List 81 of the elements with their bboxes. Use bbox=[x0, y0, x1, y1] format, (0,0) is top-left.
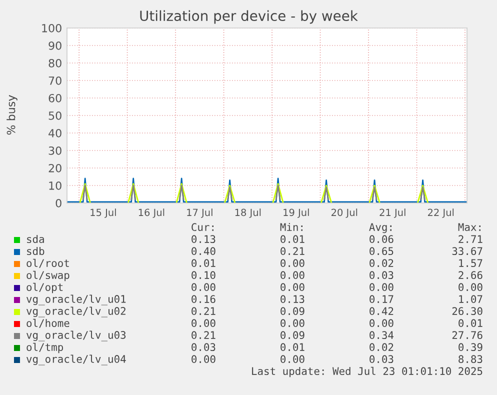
text: 33.67 bbox=[452, 247, 482, 256]
text: Last update: Wed Jul 23 01:01:10 2025 bbox=[252, 366, 482, 378]
legend-label: vg_oracle/lv_u03 bbox=[26, 330, 126, 342]
y-tick-label: 20 bbox=[48, 164, 62, 172]
y-tick-label: 30 bbox=[48, 146, 62, 155]
x-tick-label: 21 Jul bbox=[380, 208, 406, 218]
y-tick-label: 80 bbox=[48, 58, 62, 68]
text: Max: bbox=[458, 223, 480, 232]
legend-label: vg_oracle/lv_u04 bbox=[26, 354, 126, 366]
text: 0.10 bbox=[192, 271, 216, 280]
legend-label: ol/root bbox=[26, 258, 69, 268]
text: 0.00 bbox=[192, 355, 216, 364]
chart-title: Utilization per device - by week bbox=[140, 10, 358, 24]
legend-label: sdb bbox=[27, 246, 44, 256]
text: 0.42 bbox=[370, 307, 394, 316]
text: 0.65 bbox=[370, 247, 394, 256]
text: 0.34 bbox=[370, 331, 394, 340]
text: 0.00 bbox=[280, 355, 304, 364]
y-tick-label: 60 bbox=[48, 94, 62, 102]
text: 0.13 bbox=[280, 295, 304, 304]
text: 0.00 bbox=[280, 259, 304, 268]
x-tick-label: 18 Jul bbox=[235, 208, 261, 218]
x-tick-label: 16 Jul bbox=[138, 208, 164, 218]
text: 0.00 bbox=[192, 283, 216, 292]
text: Cur: bbox=[192, 223, 214, 232]
text: 0.02 bbox=[370, 343, 394, 352]
text: 0.16 bbox=[192, 295, 216, 304]
text: 0.03 bbox=[370, 355, 394, 364]
legend-label: ol/swap bbox=[26, 270, 70, 282]
text: 0.09 bbox=[280, 307, 304, 316]
text: 0.17 bbox=[370, 295, 394, 304]
y-tick-label: 0 bbox=[56, 198, 62, 208]
text: Min: bbox=[280, 222, 302, 231]
text: 0.00 bbox=[280, 283, 304, 292]
legend-label: ol/opt bbox=[26, 282, 63, 294]
text: 0.00 bbox=[370, 319, 394, 328]
text: 0.00 bbox=[458, 283, 482, 292]
text: 0.01 bbox=[458, 319, 482, 328]
text: 8.83 bbox=[458, 355, 482, 364]
y-axis-title: % busy bbox=[6, 95, 18, 135]
text: 0.03 bbox=[192, 343, 216, 352]
x-tick-label: 19 Jul bbox=[284, 208, 309, 218]
text: 0.09 bbox=[280, 331, 304, 340]
text: 2.66 bbox=[458, 271, 482, 280]
text: 1.57 bbox=[459, 259, 482, 268]
x-tick-label: 20 Jul bbox=[332, 208, 358, 218]
text: 0.06 bbox=[370, 235, 394, 244]
y-tick-label: 50 bbox=[48, 111, 62, 120]
text: 0.00 bbox=[192, 319, 216, 328]
y-tick-label: 40 bbox=[48, 128, 62, 138]
text: 0.39 bbox=[458, 343, 482, 352]
text: 27.76 bbox=[452, 331, 482, 340]
text: 0.00 bbox=[280, 271, 304, 280]
y-tick-label: 70 bbox=[48, 76, 62, 85]
text: 0.01 bbox=[280, 343, 304, 352]
text: 0.00 bbox=[370, 283, 394, 292]
text: 2.71 bbox=[458, 235, 482, 243]
text: 0.21 bbox=[280, 247, 304, 256]
text: 0.00 bbox=[280, 319, 304, 328]
x-tick-label: 22 Jul bbox=[428, 208, 454, 218]
text: Avg: bbox=[369, 223, 392, 234]
legend-label: ol/home bbox=[26, 318, 70, 328]
y-tick-label: 100 bbox=[42, 24, 62, 32]
legend-label: ol/tmp bbox=[26, 342, 63, 354]
text: 26.30 bbox=[452, 307, 482, 316]
y-tick-label: 90 bbox=[48, 41, 62, 50]
x-tick-label: 17 Jul bbox=[187, 208, 212, 218]
legend-label: vg_oracle/lv_u01 bbox=[26, 294, 126, 306]
text: 0.21 bbox=[192, 331, 216, 340]
legend-label: vg_oracle/lv_u02 bbox=[26, 306, 126, 318]
text: 0.13 bbox=[192, 235, 216, 244]
legend-label: sda bbox=[27, 234, 44, 244]
text: 0.03 bbox=[370, 271, 394, 280]
text: 0.40 bbox=[192, 247, 216, 256]
x-tick-label: 15 Jul bbox=[90, 208, 116, 218]
text: 0.01 bbox=[280, 235, 304, 244]
text: 1.07 bbox=[459, 295, 482, 304]
text: 0.02 bbox=[370, 259, 394, 268]
text: 0.01 bbox=[192, 259, 216, 268]
text: 0.21 bbox=[192, 307, 216, 316]
y-tick-label: 10 bbox=[49, 181, 62, 190]
